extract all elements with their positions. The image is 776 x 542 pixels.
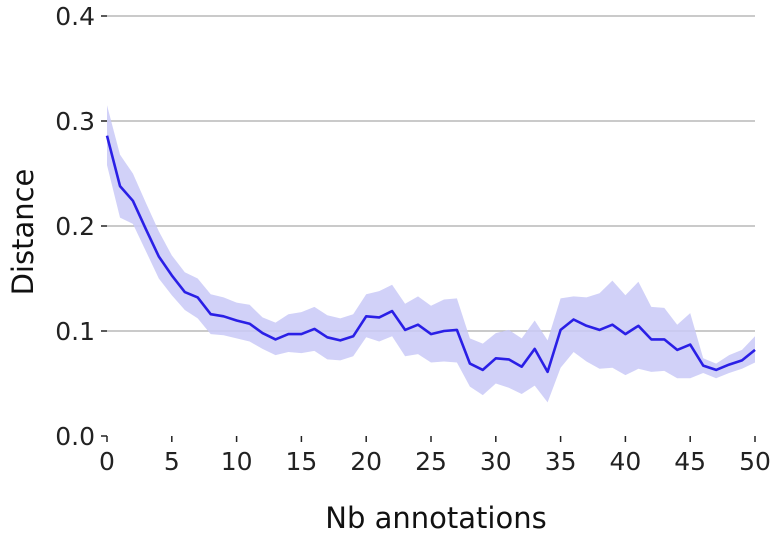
- x-tick-label: 15: [285, 447, 317, 476]
- x-tick-label: 0: [99, 447, 115, 476]
- y-tick-label: 0.0: [55, 422, 95, 451]
- band-area: [107, 105, 755, 403]
- x-tick-label: 35: [545, 447, 577, 476]
- y-tick-label: 0.2: [55, 212, 95, 241]
- x-tick-label: 10: [221, 447, 253, 476]
- x-tick-label: 25: [415, 447, 447, 476]
- y-axis: 0.0 0.1 0.2 0.3 0.4: [55, 2, 107, 451]
- x-axis-label: Nb annotations: [325, 501, 546, 535]
- y-axis-label: Distance: [6, 169, 40, 296]
- gridlines: [107, 15, 755, 332]
- x-tick-label: 40: [609, 447, 641, 476]
- y-tick-label: 0.4: [55, 2, 95, 31]
- x-tick-label: 30: [480, 447, 512, 476]
- x-tick-label: 5: [164, 447, 180, 476]
- y-tick-label: 0.1: [55, 317, 95, 346]
- confidence-band: [107, 105, 755, 403]
- y-tick-label: 0.3: [55, 107, 95, 136]
- series-polyline: [105, 135, 756, 374]
- x-tick-label: 45: [674, 447, 706, 476]
- series-line: [105, 135, 756, 374]
- x-axis: 0 5 10 15 20 25 30 35 40 45 50: [99, 436, 771, 476]
- x-tick-label: 20: [350, 447, 382, 476]
- x-tick-label: 50: [739, 447, 771, 476]
